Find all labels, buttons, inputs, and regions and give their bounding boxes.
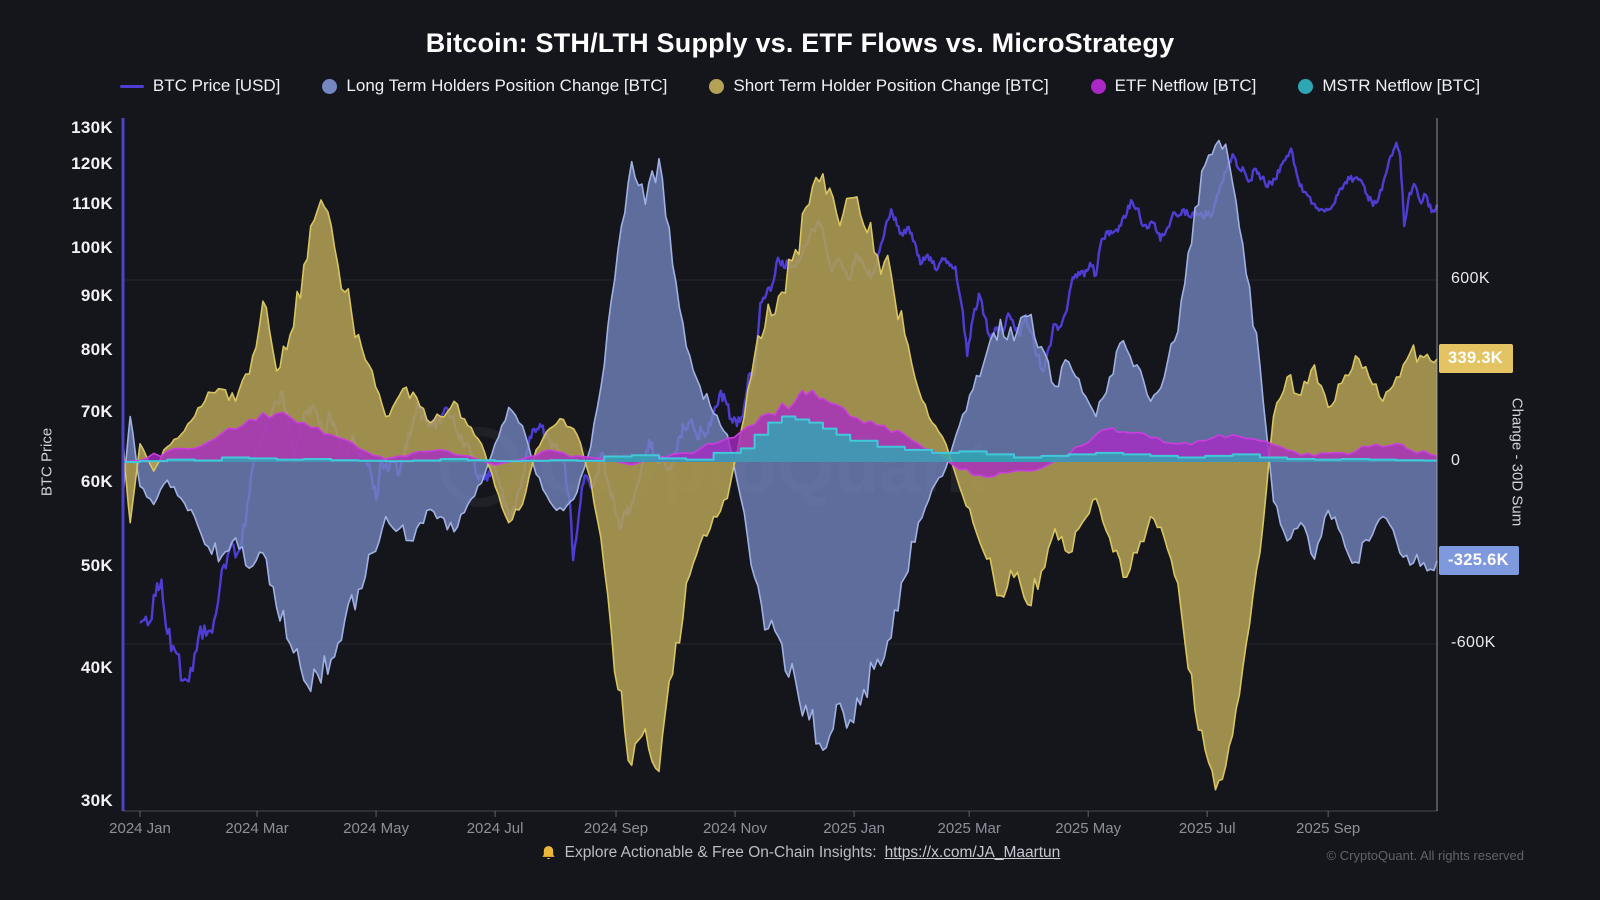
legend: BTC Price [USD] Long Term Holders Positi… [0,76,1600,96]
lth-area-edge [122,139,1438,751]
x-tick-label: 2024 Mar [225,820,289,837]
x-tick-label: 2024 Nov [702,820,768,837]
footer-link[interactable]: https://x.com/JA_Maartun [884,844,1061,861]
current-lth-badge: -325.6K [1439,545,1519,575]
footer-note: Explore Actionable & Free On-Chain Insig… [0,844,1600,862]
price-tick-label: 120K [71,154,113,174]
x-tick-label: 2025 Jan [823,820,885,837]
bell-icon [542,845,555,859]
flow-tick-label: 0 [1451,452,1461,469]
legend-item-mstr: MSTR Netflow [BTC] [1298,76,1480,96]
price-tick-label: 80K [80,340,113,360]
x-tick-label: 2024 Sep [583,820,649,837]
price-tick-label: 50K [80,556,113,576]
x-tick-label: 2024 Jan [109,820,171,837]
copyright: © CryptoQuant. All rights reserved [1326,848,1524,863]
legend-label: Short Term Holder Position Change [BTC] [733,76,1049,95]
sth-area-edge [122,173,1438,791]
x-tick-label: 2025 Sep [1296,820,1361,837]
flow-tick-label: 600K [1451,270,1490,287]
etf-netflow-area-edge [122,389,1438,478]
footer-text: Explore Actionable & Free On-Chain Insig… [564,844,877,861]
current-sth-badge: 339.3K [1439,344,1514,374]
price-tick-label: 40K [80,658,113,678]
circle-swatch-icon [709,78,725,94]
circle-swatch-icon [1298,78,1314,94]
legend-label: BTC Price [USD] [152,76,281,95]
line-swatch-icon [119,84,144,88]
price-tick-label: 130K [71,117,113,137]
legend-item-sth: Short Term Holder Position Change [BTC] [709,76,1049,96]
right-axis-title: Change - 30D Sum [1508,397,1526,527]
legend-item-etf: ETF Netflow [BTC] [1090,76,1257,96]
legend-label: MSTR Netflow [BTC] [1322,76,1481,95]
chart-title: Bitcoin: STH/LTH Supply vs. ETF Flows vs… [425,28,1175,58]
price-tick-label: 100K [71,237,113,257]
x-tick-label: 2024 May [343,820,409,837]
price-tick-label: 60K [80,472,113,492]
legend-item-lth: Long Term Holders Position Change [BTC] [322,76,667,96]
legend-label: ETF Netflow [BTC] [1114,76,1257,95]
sth-area [123,173,1437,790]
price-tick-label: 90K [80,286,113,306]
x-tick-label: 2025 Jul [1178,820,1236,837]
x-tick-label: 2025 May [1055,820,1122,837]
legend-label: Long Term Holders Position Change [BTC] [346,76,668,95]
price-tick-label: 70K [80,401,113,421]
x-tick-label: 2025 Mar [937,820,1001,837]
x-tick-label: 2024 Jul [466,820,524,837]
legend-item-btc-price: BTC Price [USD] [119,76,281,96]
circle-swatch-icon [1090,78,1106,94]
flow-tick-label: -600K [1451,633,1496,651]
circle-swatch-icon [322,78,338,94]
mstr-netflow-area-edge [123,415,1437,463]
mstr-netflow-area [123,416,1437,462]
price-tick-label: 110K [72,194,113,214]
price-tick-label: 30K [80,790,113,810]
